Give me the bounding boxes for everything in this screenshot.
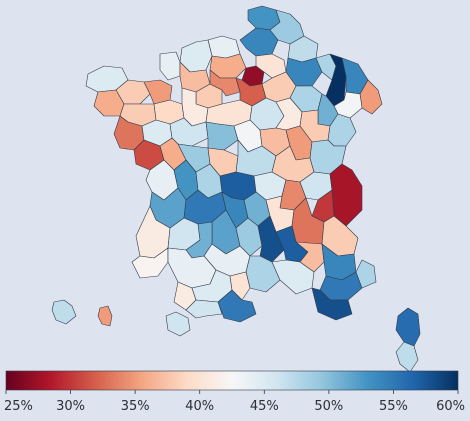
colorbar-ticks: 25% 30% 35% 40% 45% 50% 55% 60%: [4, 390, 465, 414]
colorbar-tick-label: 60%: [436, 399, 465, 414]
department-alpes-maritimes[interactable]: [355, 259, 377, 289]
department-picardy-west[interactable]: [207, 35, 241, 59]
department-island-red[interactable]: [97, 305, 113, 327]
department-island-small[interactable]: [51, 299, 77, 325]
department-pyrenees-orientales[interactable]: [217, 289, 257, 323]
department-island-west[interactable]: [165, 311, 191, 337]
department-var[interactable]: [311, 287, 353, 321]
colorbar-gradient: [5, 370, 459, 391]
department-corse-sud[interactable]: [395, 341, 419, 373]
colorbar-tick-label: 35%: [121, 399, 150, 414]
colorbar-tick-label: 25%: [4, 399, 33, 414]
department-hautes-pyrenees[interactable]: [185, 299, 223, 319]
department-gard[interactable]: [271, 259, 315, 295]
colorbar-tick-label: 50%: [314, 399, 343, 414]
colorbar-tick-label: 55%: [379, 399, 408, 414]
colorbar: 25% 30% 35% 40% 45% 50% 55% 60%: [4, 370, 465, 414]
department-cotentin[interactable]: [159, 51, 181, 81]
department-eure[interactable]: [209, 69, 241, 97]
colorbar-tick-label: 30%: [56, 399, 85, 414]
department-corse-nord[interactable]: [395, 307, 421, 347]
department-cher[interactable]: [205, 121, 239, 151]
colorbar-tick-label: 45%: [250, 399, 279, 414]
colorbar-tick-label: 40%: [185, 399, 214, 414]
departments-layer: [51, 5, 421, 373]
department-lozere[interactable]: [257, 215, 285, 263]
